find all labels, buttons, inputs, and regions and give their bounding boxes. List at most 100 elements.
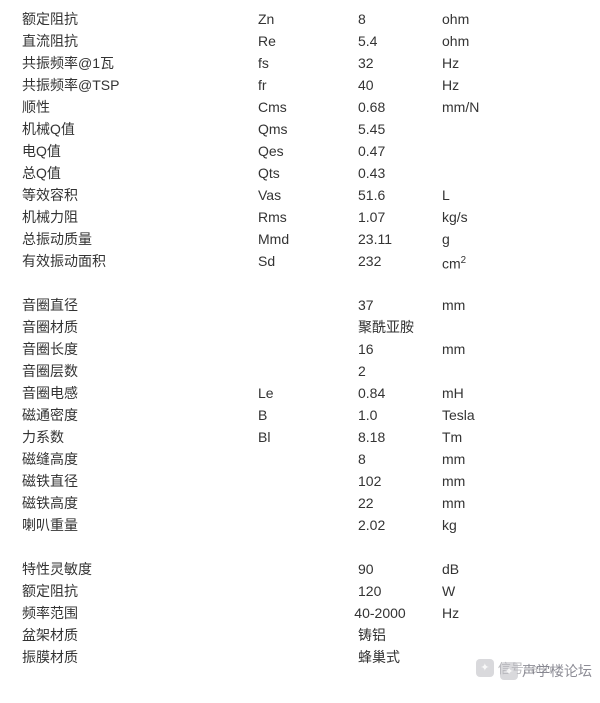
param-symbol: Le bbox=[258, 382, 358, 404]
param-value: 蜂巢式 bbox=[358, 646, 442, 668]
table-row: 顺性Cms0.68mm/N bbox=[0, 96, 600, 118]
table-row: 音圈电感Le0.84mH bbox=[0, 382, 600, 404]
param-label: 盆架材质 bbox=[0, 624, 258, 646]
param-label: 音圈材质 bbox=[0, 316, 258, 338]
param-unit: mm bbox=[442, 492, 562, 514]
table-row: 频率范围40-2000Hz bbox=[0, 602, 600, 624]
table-row: 音圈直径37mm bbox=[0, 294, 600, 316]
param-unit: mm/N bbox=[442, 96, 562, 118]
group-spacer bbox=[0, 536, 600, 558]
param-symbol bbox=[258, 580, 358, 602]
table-row: 共振频率@1瓦fs32Hz bbox=[0, 52, 600, 74]
param-value: 37 bbox=[358, 294, 442, 316]
forum-icon: ✦ bbox=[500, 662, 518, 680]
param-unit: mH bbox=[442, 382, 562, 404]
param-value: 51.6 bbox=[358, 184, 442, 206]
param-label: 振膜材质 bbox=[0, 646, 258, 668]
param-unit: W bbox=[442, 580, 562, 602]
param-unit: kg/s bbox=[442, 206, 562, 228]
param-label: 磁通密度 bbox=[0, 404, 258, 426]
table-row: 磁铁高度22mm bbox=[0, 492, 600, 514]
param-label: 音圈层数 bbox=[0, 360, 258, 382]
param-unit bbox=[442, 624, 562, 646]
table-row: 总Q值Qts0.43 bbox=[0, 162, 600, 184]
table-row: 电Q值Qes0.47 bbox=[0, 140, 600, 162]
wechat-icon: ✦ bbox=[476, 659, 494, 677]
table-row: 共振频率@TSPfr40Hz bbox=[0, 74, 600, 96]
param-symbol bbox=[258, 558, 358, 580]
table-row: 喇叭重量2.02kg bbox=[0, 514, 600, 536]
param-label: 磁铁高度 bbox=[0, 492, 258, 514]
param-unit: dB bbox=[442, 558, 562, 580]
param-symbol: Cms bbox=[258, 96, 358, 118]
param-label: 总振动质量 bbox=[0, 228, 258, 250]
param-unit bbox=[442, 140, 562, 162]
param-label: 频率范围 bbox=[0, 602, 258, 624]
param-symbol bbox=[258, 294, 358, 316]
table-row: 等效容积Vas51.6L bbox=[0, 184, 600, 206]
param-label: 音圈电感 bbox=[0, 382, 258, 404]
param-label: 磁缝高度 bbox=[0, 448, 258, 470]
param-value: 0.43 bbox=[358, 162, 442, 184]
table-row: 总振动质量Mmd23.11g bbox=[0, 228, 600, 250]
param-label: 等效容积 bbox=[0, 184, 258, 206]
table-row: 机械力阻Rms1.07kg/s bbox=[0, 206, 600, 228]
param-symbol: Mmd bbox=[258, 228, 358, 250]
param-symbol: Qes bbox=[258, 140, 358, 162]
param-symbol: Sd bbox=[258, 250, 358, 272]
param-symbol bbox=[258, 470, 358, 492]
table-row: 磁铁直径102mm bbox=[0, 470, 600, 492]
param-value: 8.18 bbox=[358, 426, 442, 448]
param-unit bbox=[442, 316, 562, 338]
param-symbol: fr bbox=[258, 74, 358, 96]
table-row: 额定阻抗Zn8ohm bbox=[0, 8, 600, 30]
param-unit: ohm bbox=[442, 30, 562, 52]
param-symbol: B bbox=[258, 404, 358, 426]
param-value: 1.0 bbox=[358, 404, 442, 426]
param-unit: Tm bbox=[442, 426, 562, 448]
param-value: 5.45 bbox=[358, 118, 442, 140]
param-value: 0.47 bbox=[358, 140, 442, 162]
group-spacer bbox=[0, 272, 600, 294]
param-value: 23.11 bbox=[358, 228, 442, 250]
param-symbol: Bl bbox=[258, 426, 358, 448]
param-value: 5.4 bbox=[358, 30, 442, 52]
param-label: 机械力阻 bbox=[0, 206, 258, 228]
table-row: 特性灵敏度90dB bbox=[0, 558, 600, 580]
param-symbol: fs bbox=[258, 52, 358, 74]
table-row: 有效振动面积Sd232cm2 bbox=[0, 250, 600, 272]
param-value: 1.07 bbox=[358, 206, 442, 228]
param-label: 磁铁直径 bbox=[0, 470, 258, 492]
param-symbol bbox=[258, 514, 358, 536]
param-symbol bbox=[258, 360, 358, 382]
watermark-forum: ✦ 声学楼论坛 bbox=[500, 661, 592, 681]
table-row: 机械Q值Qms5.45 bbox=[0, 118, 600, 140]
param-unit: mm bbox=[442, 470, 562, 492]
spec-table: 额定阻抗Zn8ohm直流阻抗Re5.4ohm共振频率@1瓦fs32Hz共振频率@… bbox=[0, 8, 600, 668]
table-row: 磁缝高度8mm bbox=[0, 448, 600, 470]
param-symbol: Vas bbox=[258, 184, 358, 206]
param-value: 2 bbox=[358, 360, 442, 382]
table-row: 额定阻抗120W bbox=[0, 580, 600, 602]
param-unit: mm bbox=[442, 294, 562, 316]
param-value: 40 bbox=[358, 74, 442, 96]
param-symbol bbox=[258, 316, 358, 338]
table-row: 直流阻抗Re5.4ohm bbox=[0, 30, 600, 52]
watermark-forum-text: 声学楼论坛 bbox=[522, 661, 592, 681]
param-symbol bbox=[258, 448, 358, 470]
param-value: 8 bbox=[358, 8, 442, 30]
param-symbol: Qms bbox=[258, 118, 358, 140]
param-symbol bbox=[258, 338, 358, 360]
param-value: 聚酰亚胺 bbox=[358, 316, 442, 338]
param-unit: g bbox=[442, 228, 562, 250]
param-value: 32 bbox=[358, 52, 442, 74]
param-unit: Hz bbox=[442, 74, 562, 96]
param-unit bbox=[442, 360, 562, 382]
param-label: 顺性 bbox=[0, 96, 258, 118]
table-row: 磁通密度B1.0Tesla bbox=[0, 404, 600, 426]
param-label: 电Q值 bbox=[0, 140, 258, 162]
param-label: 机械Q值 bbox=[0, 118, 258, 140]
param-unit: Hz bbox=[442, 52, 562, 74]
param-symbol: Zn bbox=[258, 8, 358, 30]
param-label: 有效振动面积 bbox=[0, 250, 258, 272]
